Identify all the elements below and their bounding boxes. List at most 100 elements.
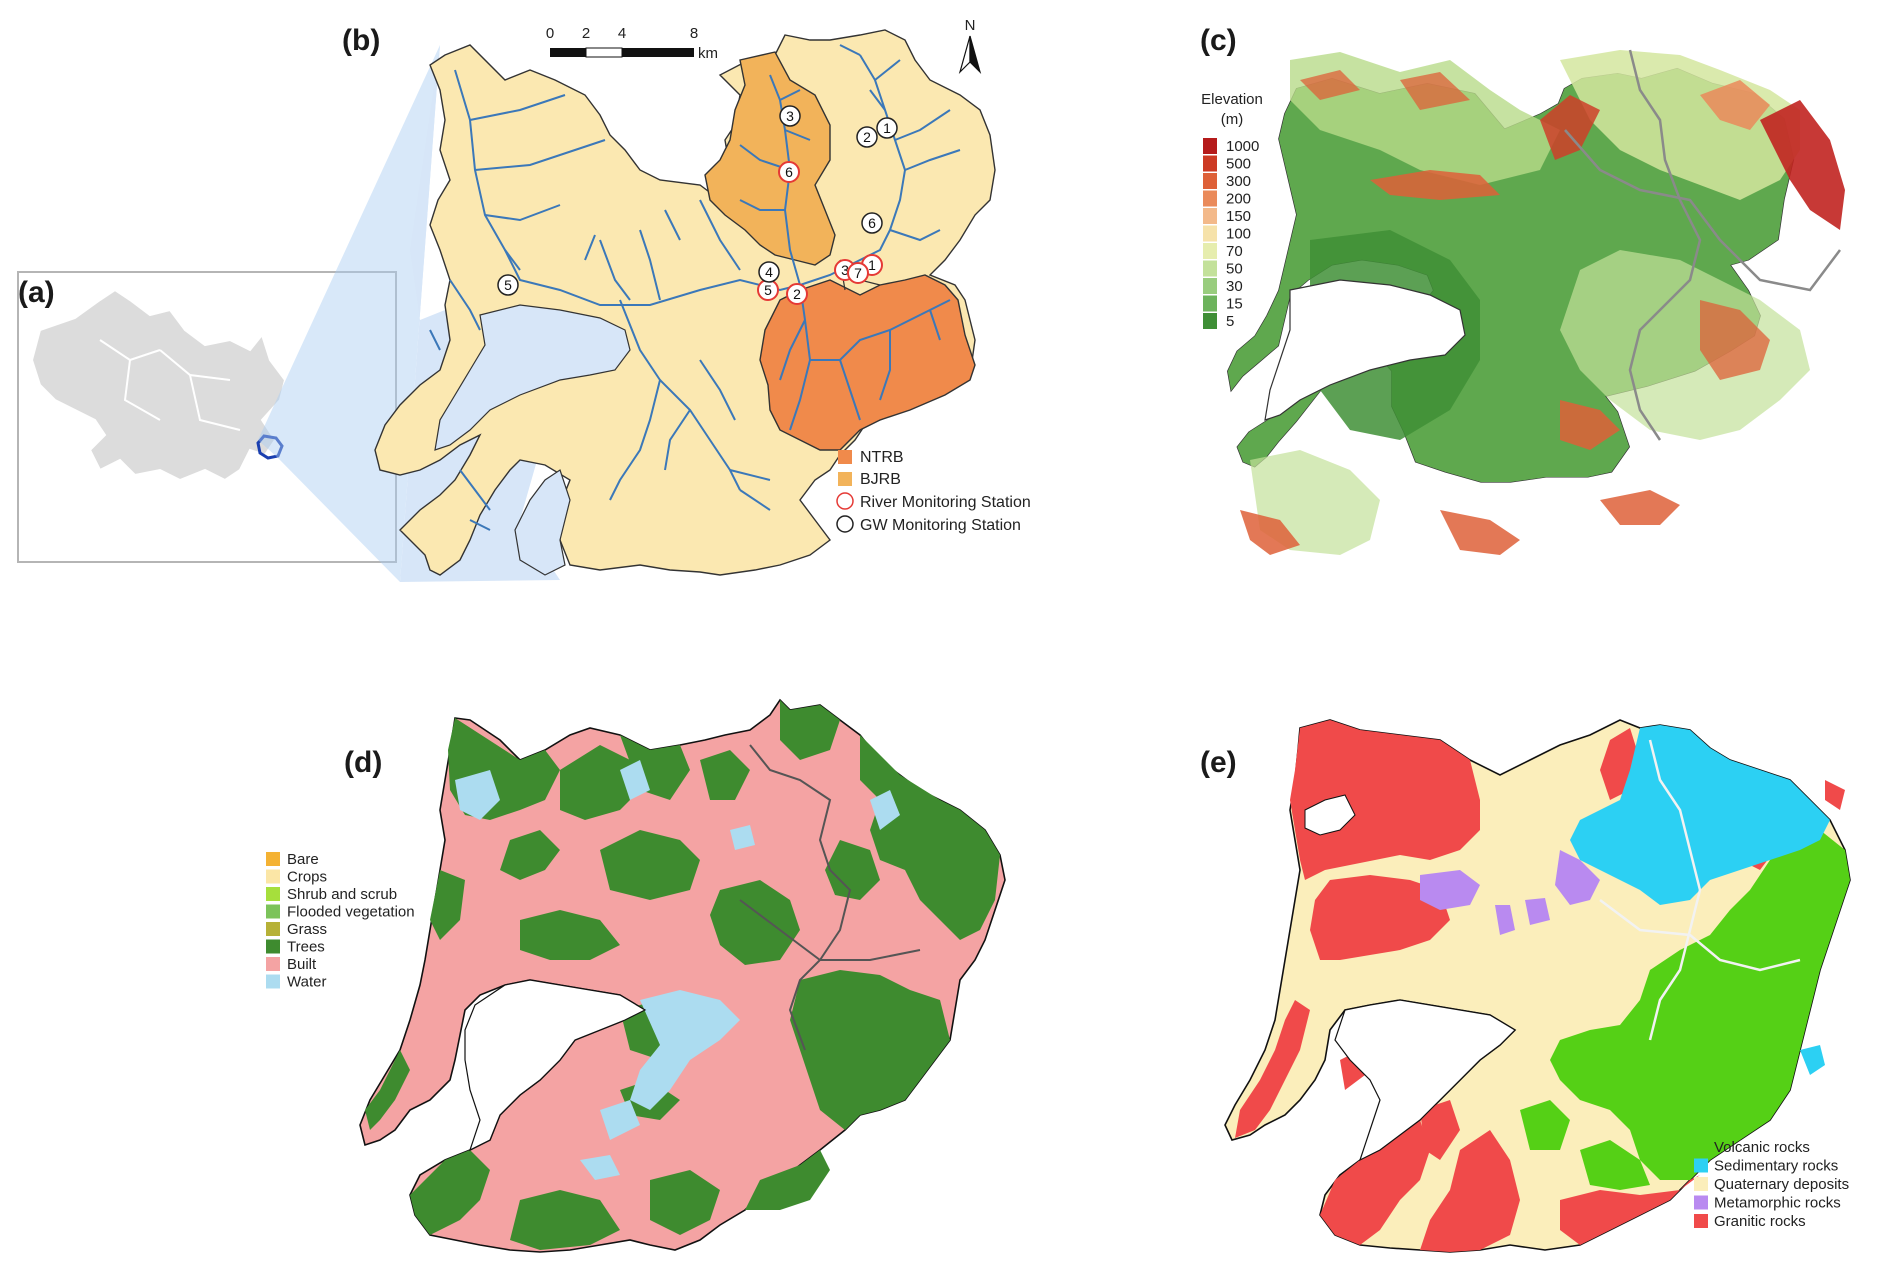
elevation-swatch-5 (1203, 313, 1217, 329)
elevation-swatch-1000 (1203, 138, 1217, 154)
elevation-label-50: 50 (1226, 261, 1243, 278)
gw-station-4-marker (758, 261, 780, 283)
landcover-label-7: Water (287, 974, 326, 991)
scale-tick-8: 8 (690, 25, 698, 42)
elevation-swatch-100 (1203, 225, 1217, 242)
landcover-label-0: Bare (287, 851, 319, 868)
landcover-swatch-2 (266, 887, 280, 901)
gw-station-5-marker (497, 274, 519, 296)
geology-swatch-3 (1694, 1195, 1708, 1210)
legend-ntrb-swatch (838, 450, 852, 464)
sub-basin-boundary-e (1599, 899, 1801, 972)
scale-tick-2: 2 (582, 25, 590, 42)
river-stations: 1 2 3 5 6 7 (757, 161, 883, 305)
scale-seg-2 (585, 47, 623, 58)
elevation-legend-unit: (m) (1221, 111, 1244, 128)
elevation-swatch-50 (1203, 260, 1217, 277)
legend-bjrb-swatch (838, 472, 852, 486)
geology-swatch-2 (1694, 1177, 1708, 1191)
gw-station-6-marker (861, 212, 883, 234)
sub-basin-boundary-d (739, 899, 921, 961)
river-station-3: 3 (841, 262, 849, 278)
gw-station-3-marker (779, 105, 801, 127)
gw-station-5: 5 (504, 277, 512, 293)
legend-gw-station-symbol (836, 515, 854, 533)
gw-station-1-marker (876, 117, 898, 139)
basin-boundary-d (749, 744, 852, 1051)
sedimentary-patches (1570, 725, 1830, 1075)
panel-label-b: (b) (342, 24, 380, 57)
scale-tick-4: 4 (618, 25, 626, 42)
gw-station-6: 6 (868, 215, 876, 231)
lake-cutout-e (1304, 794, 1356, 836)
elevation-swatch-30 (1203, 278, 1217, 294)
landcover-swatch-4 (266, 922, 280, 936)
gw-stations: 1 2 3 4 5 6 (497, 105, 898, 296)
geology-swatch-4 (1694, 1214, 1708, 1228)
elevation-label-5: 5 (1226, 313, 1234, 330)
landcover-label-4: Grass (287, 921, 327, 938)
water-patches (455, 760, 900, 1180)
gw-station-1: 1 (883, 120, 891, 136)
bay-inlet-south (514, 469, 571, 576)
elevation-swatch-200 (1203, 190, 1217, 207)
landcover-swatch-6 (266, 957, 280, 971)
panel-label-a: (a) (18, 276, 55, 309)
scale-seg-3 (622, 48, 694, 57)
gw-station-4: 4 (765, 264, 773, 280)
panel-a (17, 45, 440, 582)
elevation-swatch-300 (1203, 173, 1217, 189)
geology-label-4: Granitic rocks (1714, 1213, 1806, 1230)
legend-elevation: Elevation (m) 10005003002001501007050301… (1201, 91, 1263, 330)
landcover-swatch-3 (266, 904, 280, 919)
legend-ntrb-label: NTRB (860, 449, 904, 466)
north-label: N (965, 17, 976, 34)
scale-tick-0: 0 (546, 25, 554, 42)
geology-label-1: Sedimentary rocks (1714, 1158, 1838, 1175)
landcover-swatch-1 (266, 869, 280, 884)
bjrb-basin (704, 51, 836, 266)
river-station-6: 6 (785, 164, 793, 180)
panel-c: Elevation (m) 10005003002001501007050301… (1201, 49, 1845, 555)
river-network (429, 44, 961, 531)
geology-swatch-0 (1694, 1140, 1708, 1154)
elevation-label-150: 150 (1226, 208, 1251, 225)
elevation-label-200: 200 (1226, 191, 1251, 208)
scale-bar: 0 2 4 8 km (546, 25, 718, 62)
landcover-swatch-0 (266, 852, 280, 866)
bay-inlet (434, 304, 631, 451)
basin-boundary-c (1628, 49, 1702, 441)
sub-basin-boundary-c (1564, 129, 1841, 292)
scale-seg-1 (550, 48, 586, 57)
geology-label-0: Volcanic rocks (1714, 1139, 1810, 1156)
river-station-6-marker (778, 161, 800, 183)
elevation-legend-title: Elevation (1201, 91, 1263, 108)
north-arrow-icon: N (958, 17, 982, 75)
elevation-label-30: 30 (1226, 278, 1243, 295)
panel-label-e: (e) (1200, 746, 1237, 779)
panel-e: Volcanic rocks Sedimentary rocksQuaternar… (1224, 719, 1851, 1253)
river-station-2: 2 (793, 286, 801, 302)
legend-gw-station-label: GW Monitoring Station (860, 517, 1021, 534)
elevation-label-1000: 1000 (1226, 138, 1259, 155)
landcover-label-6: Built (287, 956, 317, 973)
bay-cutout-d (464, 979, 647, 1152)
elevation-swatch-15 (1203, 295, 1217, 312)
river-station-2-marker (786, 283, 808, 305)
panel-b: 1 2 3 5 6 7 1 2 3 4 5 6 (374, 17, 1031, 582)
panel-label-d: (d) (344, 746, 382, 779)
geology-label-2: Quaternary deposits (1714, 1176, 1849, 1193)
metamorphic-patches (1420, 850, 1600, 935)
gw-station-2-marker (856, 126, 878, 148)
elevation-swatch-150 (1203, 208, 1217, 224)
volcanic-patches (1520, 830, 1850, 1190)
region-boundaries (99, 339, 241, 431)
landcover-swatch-7 (266, 974, 280, 989)
landcover-swatch-5 (266, 939, 280, 954)
landcover-label-3: Flooded vegetation (287, 904, 415, 921)
legend-basins: NTRB BJRB River Monitoring Station GW Mo… (836, 449, 1031, 534)
